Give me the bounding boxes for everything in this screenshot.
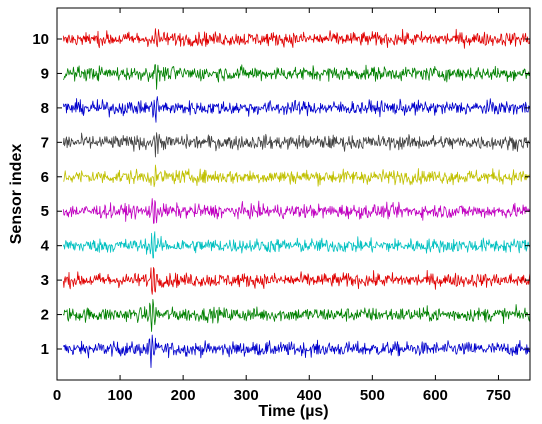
series-line-3: [62, 267, 531, 295]
x-axis-label: Time (µs): [258, 403, 328, 420]
y-tick-label: 10: [32, 31, 49, 48]
x-tick-label: 0: [53, 387, 61, 404]
series-line-7: [62, 132, 531, 158]
x-tick-label: 200: [171, 387, 196, 404]
y-tick-label: 4: [41, 238, 50, 255]
plot-frame: [56, 7, 531, 381]
x-tick-label: 300: [234, 387, 259, 404]
y-tick-label: 7: [41, 134, 49, 151]
y-tick-label: 9: [41, 65, 49, 82]
series-line-9: [62, 64, 531, 90]
y-tick-label: 6: [41, 169, 49, 186]
x-tick-label: 400: [297, 387, 322, 404]
series-line-6: [63, 164, 531, 188]
series-line-1: [62, 334, 531, 368]
y-tick-label: 8: [41, 100, 49, 117]
y-tick-label: 2: [41, 307, 49, 324]
traces: [62, 28, 531, 368]
series-line-2: [62, 299, 531, 332]
x-tick-label: 750: [486, 387, 511, 404]
series-line-4: [62, 231, 531, 259]
x-tick-label: 500: [360, 387, 385, 404]
y-axis: 1 2 3 4 5 6 7 8 9 10: [32, 31, 530, 358]
y-tick-label: 5: [41, 203, 49, 220]
x-tick-label: 600: [423, 387, 448, 404]
x-tick-label: 100: [108, 387, 133, 404]
x-axis: 0 100 200 300 400 500 600 750: [53, 8, 511, 404]
y-tick-label: 3: [41, 272, 49, 289]
series-line-8: [62, 96, 531, 123]
series-line-5: [62, 198, 531, 224]
y-tick-label: 1: [41, 341, 49, 358]
y-axis-label: Sensor index: [8, 144, 25, 245]
series-line-10: [62, 28, 531, 49]
